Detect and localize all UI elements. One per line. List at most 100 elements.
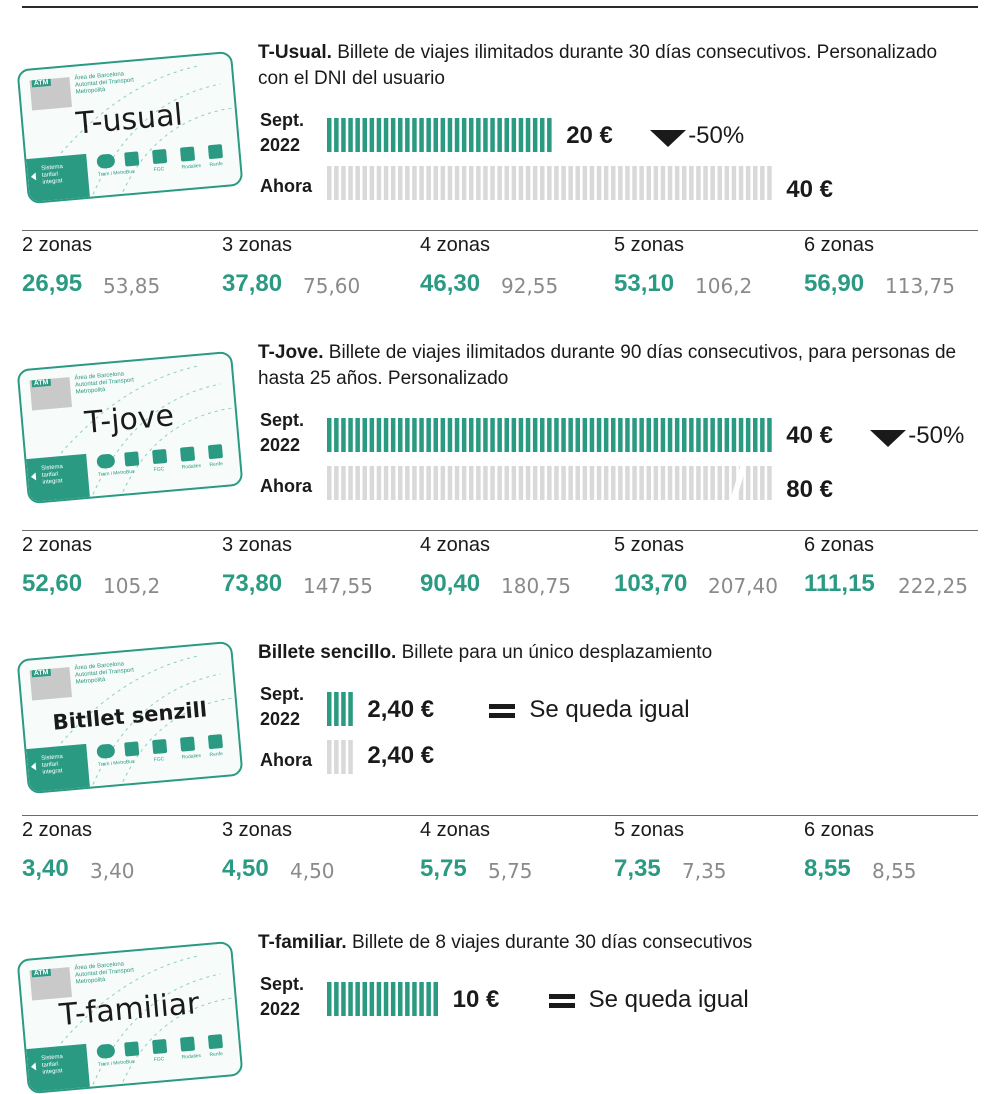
change-label: -50% <box>688 122 745 149</box>
bar-segment <box>575 466 580 500</box>
zone-new-price: 90,40 <box>420 570 481 597</box>
bar-segment <box>355 418 360 452</box>
bar-segment <box>653 166 659 200</box>
top-rule <box>22 6 978 8</box>
bar-segment <box>376 166 382 200</box>
bar-segment <box>334 740 339 774</box>
transport-mode-icon <box>207 144 224 160</box>
bar-segment <box>561 166 566 200</box>
bar-segment <box>639 166 644 200</box>
bar-segment <box>490 118 495 152</box>
bar-svg <box>327 166 772 200</box>
bar-segment <box>525 418 531 452</box>
bar-segment <box>447 418 453 452</box>
bar-segment <box>646 466 651 500</box>
bar-svg <box>327 692 353 726</box>
bar-segment <box>660 466 666 500</box>
bar-segment <box>547 118 552 152</box>
zone-label: 5 zonas <box>614 534 685 556</box>
zone-label: 6 zonas <box>804 819 875 841</box>
ahora-label: Ahora <box>260 476 313 496</box>
bar-segment <box>419 118 424 152</box>
price-bars <box>327 418 778 452</box>
bar-segment <box>461 418 467 452</box>
transport-mode-label: Bus <box>125 168 135 176</box>
bar-segment <box>646 166 651 200</box>
bar-segment <box>433 118 438 152</box>
zone-label: 5 zonas <box>614 819 685 841</box>
zone-new-price: 56,90 <box>804 270 865 297</box>
bar-segment <box>540 418 545 452</box>
bar-segment <box>348 166 353 200</box>
bar-segment <box>738 166 744 200</box>
bar-segment <box>398 982 403 1016</box>
down-arrow-icon <box>870 430 907 447</box>
transport-mode-icon <box>124 741 140 757</box>
bar-segment <box>547 166 552 200</box>
transport-mode-label: Tram i Metro <box>97 1059 127 1068</box>
bar-segment <box>511 166 517 200</box>
bar-segment <box>667 466 673 500</box>
bar-segment <box>511 418 517 452</box>
bar-segment <box>376 982 382 1016</box>
zone-old-price: 92,55 <box>501 274 559 298</box>
bar-segment <box>518 466 524 500</box>
sept-price: 2,40 € <box>367 696 435 723</box>
bar-segment <box>625 418 630 452</box>
bar-segment <box>348 418 353 452</box>
infographic: ATM Àrea de Barcelona Autoritat del Transp… <box>0 6 1000 1094</box>
sept-2022-label: Sept. 2022 <box>260 408 304 458</box>
year-label: 2022 <box>260 999 301 1019</box>
zone-old-price: 75,60 <box>303 274 361 298</box>
bar-segment <box>611 418 616 452</box>
bar-segment <box>547 466 552 500</box>
zone-new-price: 7,35 <box>614 855 661 882</box>
bar-segment <box>632 418 637 452</box>
zone-old-price: 53,85 <box>103 274 161 298</box>
card-arrow-icon <box>30 172 37 181</box>
bar-segment <box>497 418 502 452</box>
bar-segment <box>476 166 481 200</box>
bar-segment <box>355 166 360 200</box>
bar-segment <box>476 418 481 452</box>
bar-segment <box>398 166 403 200</box>
bar-segment <box>589 166 595 200</box>
bar-segment <box>327 118 332 152</box>
bar-segment <box>376 418 382 452</box>
transport-mode-label: FGC <box>153 756 165 764</box>
bar-segment <box>362 982 367 1016</box>
bar-segment <box>398 466 403 500</box>
bar-segment <box>476 118 481 152</box>
bar-segment <box>568 166 573 200</box>
bar-segment <box>674 418 680 452</box>
bar-segment <box>682 418 687 452</box>
bar-segment <box>660 418 666 452</box>
zones-rule <box>22 530 978 531</box>
ticket-description: T-Jove. Billete de viajes ilimitados dur… <box>258 340 958 392</box>
bar-segment <box>745 418 751 452</box>
bar-segment <box>767 166 772 200</box>
ticket-description: T-familiar. Billete de 8 viajes durante … <box>258 930 958 956</box>
bar-segment <box>390 418 396 452</box>
bar-segment <box>504 418 509 452</box>
bar-segment <box>653 466 659 500</box>
bar-segment <box>625 166 630 200</box>
bar-segment <box>433 166 438 200</box>
bar-segment <box>454 118 460 152</box>
bar-segment <box>341 166 346 200</box>
transport-mode-label: Tram i Metro <box>97 469 127 478</box>
bar-segment <box>447 166 453 200</box>
transport-mode-label: Renfe <box>209 161 224 169</box>
ticket-section: ATM Àrea de Barcelona Autoritat del Transp… <box>0 340 1000 640</box>
bar-segment <box>341 982 346 1016</box>
bar-segment <box>582 418 588 452</box>
bar-segment <box>490 166 495 200</box>
ticket-description-text: Billete de viajes ilimitados durante 30 … <box>258 42 938 89</box>
bar-segment <box>696 166 701 200</box>
transport-mode-icon <box>96 743 116 759</box>
bar-segment <box>518 118 524 152</box>
zone-new-price: 26,95 <box>22 270 83 297</box>
bar-segment <box>405 166 410 200</box>
bar-segment <box>554 166 559 200</box>
bar-segment <box>369 982 375 1016</box>
